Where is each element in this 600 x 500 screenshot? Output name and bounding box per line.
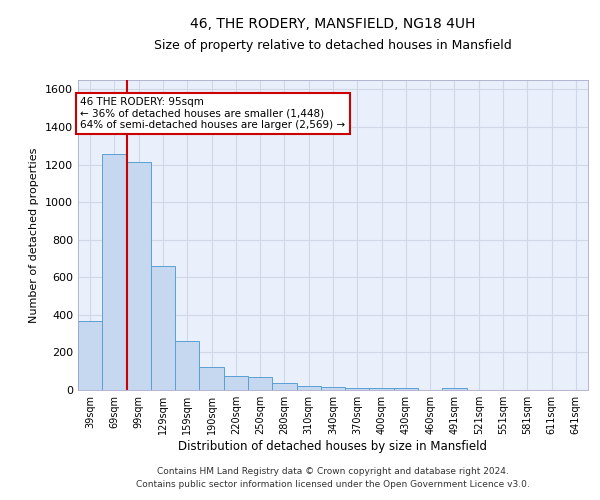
Bar xyxy=(248,377,272,390)
X-axis label: Distribution of detached houses by size in Mansfield: Distribution of detached houses by size … xyxy=(179,440,487,453)
Bar xyxy=(345,388,370,390)
Bar xyxy=(102,154,127,390)
Bar xyxy=(296,386,321,390)
Text: Contains HM Land Registry data © Crown copyright and database right 2024.: Contains HM Land Registry data © Crown c… xyxy=(157,467,509,476)
Bar xyxy=(370,388,394,390)
Bar xyxy=(442,388,467,390)
Y-axis label: Number of detached properties: Number of detached properties xyxy=(29,148,40,322)
Bar xyxy=(127,162,151,390)
Bar xyxy=(175,341,199,390)
Bar xyxy=(321,387,345,390)
Bar xyxy=(272,384,296,390)
Bar xyxy=(78,322,102,390)
Bar xyxy=(224,376,248,390)
Bar xyxy=(394,388,418,390)
Bar xyxy=(151,266,175,390)
Bar xyxy=(199,367,224,390)
Text: 46 THE RODERY: 95sqm
← 36% of detached houses are smaller (1,448)
64% of semi-de: 46 THE RODERY: 95sqm ← 36% of detached h… xyxy=(80,97,346,130)
Text: 46, THE RODERY, MANSFIELD, NG18 4UH: 46, THE RODERY, MANSFIELD, NG18 4UH xyxy=(190,18,476,32)
Text: Contains public sector information licensed under the Open Government Licence v3: Contains public sector information licen… xyxy=(136,480,530,489)
Title: Size of property relative to detached houses in Mansfield: Size of property relative to detached ho… xyxy=(154,40,512,52)
